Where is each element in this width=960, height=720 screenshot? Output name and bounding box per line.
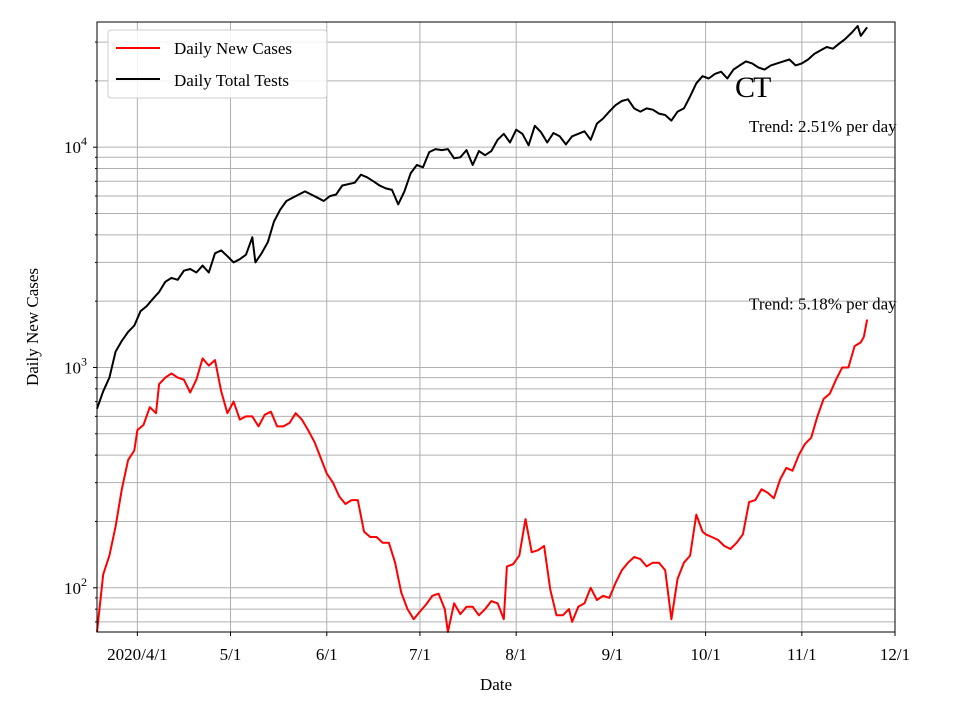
x-tick-label: 5/1 bbox=[220, 645, 242, 664]
x-tick-label: 10/1 bbox=[690, 645, 720, 664]
y-axis-label: Daily New Cases bbox=[23, 268, 42, 386]
legend-box bbox=[107, 29, 328, 99]
annotation-ct: CT bbox=[735, 71, 771, 104]
x-tick-label: 6/1 bbox=[316, 645, 338, 664]
annotation-trend-tests: Trend: 2.51% per day bbox=[749, 117, 897, 136]
y-tick-label-base: 10 bbox=[64, 358, 81, 377]
x-axis-label: Date bbox=[480, 675, 512, 694]
y-tick-label-base: 10 bbox=[64, 579, 81, 598]
x-tick-label: 8/1 bbox=[505, 645, 527, 664]
x-tick-label: 9/1 bbox=[602, 645, 624, 664]
y-tick-label: 102 bbox=[64, 575, 87, 598]
x-tick-label: 12/1 bbox=[880, 645, 910, 664]
legend-label-daily-new-cases: Daily New Cases bbox=[174, 39, 292, 58]
legend: Daily New Cases Daily Total Tests bbox=[107, 29, 328, 99]
y-tick-label: 103 bbox=[64, 354, 87, 377]
annotation-trend-cases: Trend: 5.18% per day bbox=[749, 295, 897, 314]
x-axis: 2020/4/1 5/1 6/1 7/1 8/1 9/1 10/1 11/1 12/1 bbox=[107, 632, 910, 664]
series-line-daily-total-tests bbox=[96, 25, 868, 410]
y-tick-label-exponent: 2 bbox=[81, 575, 87, 589]
x-tick-label: 2020/4/1 bbox=[107, 645, 167, 664]
y-tick-label: 104 bbox=[64, 134, 87, 157]
y-tick-label-exponent: 3 bbox=[81, 354, 87, 368]
x-tick-label: 7/1 bbox=[409, 645, 431, 664]
series-line-daily-new-cases bbox=[96, 319, 869, 633]
legend-label-daily-total-tests: Daily Total Tests bbox=[174, 71, 289, 90]
grid bbox=[97, 22, 896, 632]
x-tick-label: 11/1 bbox=[787, 645, 817, 664]
y-tick-label-exponent: 4 bbox=[81, 134, 87, 148]
plot-frame bbox=[96, 21, 896, 633]
y-tick-label-base: 10 bbox=[64, 138, 81, 157]
